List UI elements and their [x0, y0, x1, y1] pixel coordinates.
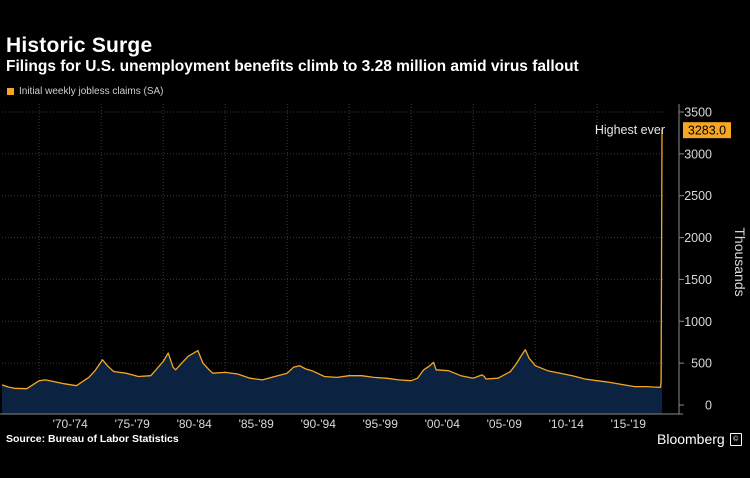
y-tick-label: 3000 [684, 147, 712, 161]
y-tick-label: 0 [705, 399, 712, 413]
x-tick-label: '70-'74 [53, 417, 89, 431]
source-note: Source: Bureau of Labor Statistics [6, 433, 179, 445]
y-tick-label: 2500 [684, 189, 712, 203]
chart-subtitle: Filings for U.S. unemployment benefits c… [6, 58, 579, 75]
last-value-label: 3283.0 [688, 124, 726, 138]
legend-swatch [7, 88, 14, 95]
brand-badge-icon: © [729, 432, 742, 446]
x-tick-label: '85-'89 [239, 417, 275, 431]
chart-title: Historic Surge [6, 34, 153, 57]
annotation-label: Highest ever [595, 123, 665, 137]
x-tick-label: '10-'14 [549, 417, 585, 431]
x-tick-label: '95-'99 [363, 417, 399, 431]
legend: Initial weekly jobless claims (SA) [7, 86, 164, 97]
x-tick-label: '80-'84 [177, 417, 213, 431]
y-tick-label: 2000 [684, 231, 712, 245]
y-tick-label: 1500 [684, 273, 712, 287]
x-tick-label: '05-'09 [487, 417, 523, 431]
y-tick-label: 500 [691, 357, 712, 371]
x-tick-label: '90-'94 [301, 417, 337, 431]
series-line [1, 129, 663, 390]
brand-name: Bloomberg [657, 431, 725, 447]
y-tick-label: 3500 [684, 106, 712, 120]
legend-label: Initial weekly jobless claims (SA) [19, 86, 164, 97]
last-value-tag [683, 122, 731, 139]
bloomberg-logo: Bloomberg © [657, 431, 742, 447]
x-tick-label: '15-'19 [611, 417, 647, 431]
x-tick-label: '75-'79 [115, 417, 151, 431]
x-tick-label: '00-'04 [425, 417, 461, 431]
y-tick-label: 1000 [684, 315, 712, 329]
series-area [2, 130, 663, 414]
y-axis-label: Thousands [732, 227, 748, 297]
